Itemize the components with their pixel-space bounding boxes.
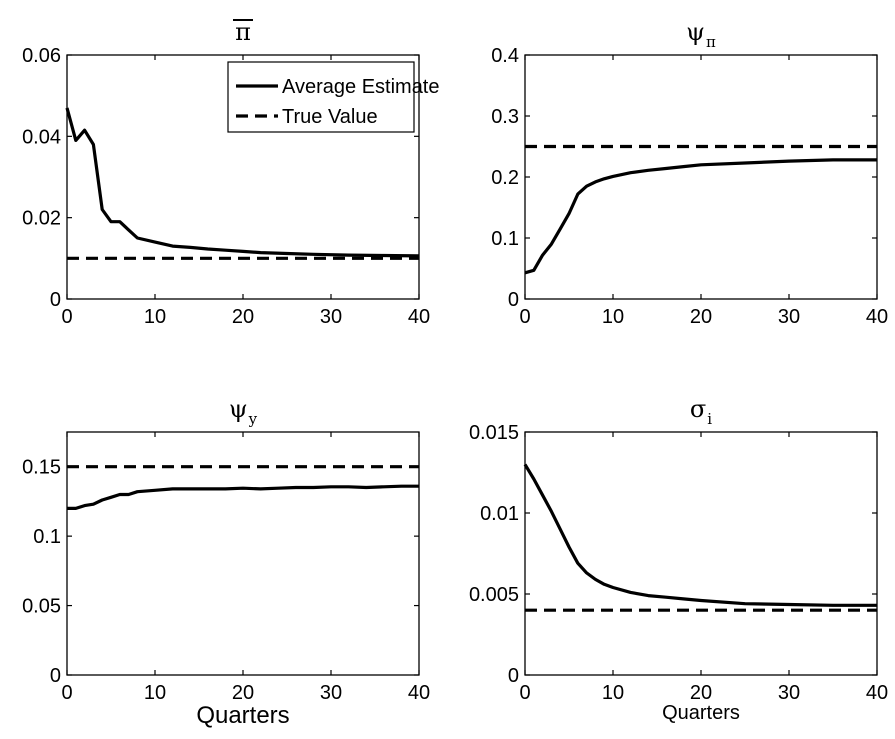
- x-tick-label: 30: [320, 682, 342, 704]
- x-axis-label: Quarters: [196, 702, 289, 729]
- x-tick-label: 30: [778, 306, 800, 328]
- x-tick-label: 40: [408, 306, 430, 328]
- y-tick-label: 0.02: [22, 208, 61, 230]
- panel-title: ψy: [229, 395, 258, 428]
- x-tick-label: 20: [232, 306, 254, 328]
- axes-box: [524, 431, 878, 676]
- panel-title: σi: [690, 395, 712, 428]
- average-estimate-line: [67, 484, 419, 510]
- y-tick-label: 0.3: [491, 106, 519, 128]
- x-tick-label: 40: [866, 682, 888, 704]
- y-tick-label: 0.01: [480, 503, 519, 525]
- y-tick-label: 0: [508, 289, 519, 311]
- x-tick-label: 10: [144, 682, 166, 704]
- y-tick-label: 0.4: [491, 45, 519, 67]
- average-estimate-line: [523, 463, 877, 607]
- x-tick-label: 30: [778, 682, 800, 704]
- legend: Average Estimate True Value: [227, 61, 440, 133]
- average-estimate-line: [65, 107, 420, 258]
- panel-title: ψπ: [686, 18, 716, 51]
- x-tick-label: 20: [690, 306, 712, 328]
- x-axis-label: Quarters: [662, 702, 740, 724]
- axes-box: [66, 431, 420, 676]
- y-tick-label: 0.15: [22, 457, 61, 479]
- x-tick-label: 10: [144, 306, 166, 328]
- legend-label: Average Estimate: [282, 76, 440, 98]
- y-tick-label: 0.2: [491, 167, 519, 189]
- y-tick-label: 0.005: [469, 584, 519, 606]
- chart-panel-1: 0 10 20 30 40 0 0.02 0.04 0.06 π Average Estimate T…: [22, 18, 439, 328]
- chart-panel-4: 0 10 20 30 40 0 0.005 0.01 0.015 σi Quarters: [469, 395, 888, 724]
- x-tick-label: 30: [320, 306, 342, 328]
- y-tick-label: 0.05: [22, 596, 61, 618]
- panel-title: π: [235, 18, 251, 46]
- x-tick-label: 0: [61, 306, 72, 328]
- y-tick-label: 0: [508, 665, 519, 687]
- y-tick-label: 0.04: [22, 126, 61, 148]
- chart-panel-2: 0 10 20 30 40 0 0.1 0.2 0.3 0.4 ψπ: [491, 18, 888, 328]
- x-tick-label: 40: [408, 682, 430, 704]
- y-tick-label: 0.015: [469, 422, 519, 444]
- y-tick-label: 0.1: [33, 526, 61, 548]
- x-tick-label: 10: [602, 682, 624, 704]
- y-tick-label: 0: [50, 289, 61, 311]
- chart-panel-3: 0 10 20 30 40 0 0.05 0.1 0.15 ψy Quarters: [22, 395, 430, 729]
- average-estimate-line: [524, 158, 877, 275]
- axes-box: [524, 54, 878, 300]
- y-tick-label: 0.06: [22, 45, 61, 67]
- x-tick-label: 20: [232, 682, 254, 704]
- x-tick-label: 0: [519, 682, 530, 704]
- legend-box: [227, 61, 415, 133]
- x-tick-label: 0: [519, 306, 530, 328]
- y-tick-label: 0.1: [491, 228, 519, 250]
- x-tick-label: 10: [602, 306, 624, 328]
- x-tick-label: 40: [866, 306, 888, 328]
- x-tick-label: 0: [61, 682, 72, 704]
- y-tick-label: 0: [50, 665, 61, 687]
- legend-label: True Value: [282, 106, 378, 128]
- x-tick-label: 20: [690, 682, 712, 704]
